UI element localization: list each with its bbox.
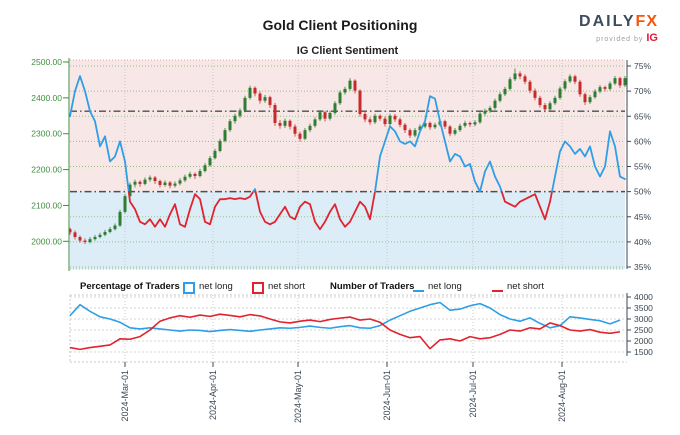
legend-pct-net-long-label: net long xyxy=(199,281,233,292)
price-tick-label: 2000.00 xyxy=(31,236,62,246)
percent-tick-label: 55% xyxy=(634,162,651,172)
date-tick-label: 2024-Aug-01 xyxy=(557,370,567,422)
lower-panel-grid xyxy=(69,294,627,363)
net-long-count-line xyxy=(69,301,621,333)
main-gridlines xyxy=(70,60,625,269)
legend-num-net-short-label: net short xyxy=(507,281,544,292)
percent-tick-label: 75% xyxy=(634,61,651,71)
above-50-shading xyxy=(70,60,625,192)
provided-by-line: provided by IG xyxy=(579,29,658,47)
date-tick-label: 2024-May-01 xyxy=(293,370,303,423)
count-tick-label: 3000 xyxy=(634,314,653,324)
percent-tick-label: 45% xyxy=(634,212,651,222)
percent-tick-label: 40% xyxy=(634,237,651,247)
percent-tick-label: 35% xyxy=(634,262,651,272)
net-short-swatch-icon xyxy=(252,282,264,294)
chart-subtitle: IG Client Sentiment xyxy=(296,45,399,57)
percent-tick-label: 60% xyxy=(634,136,651,146)
net-long-percentage-line xyxy=(69,75,626,231)
legend-item-num-net-long[interactable]: net long xyxy=(413,281,462,293)
below-50-shading xyxy=(70,191,625,269)
count-tick-label: 4000 xyxy=(634,292,653,302)
candlesticks xyxy=(68,68,627,245)
price-tick-label: 2200.00 xyxy=(31,165,62,175)
date-tick-label: 2024-Jul-01 xyxy=(468,370,478,418)
date-tick-label: 2024-Apr-01 xyxy=(208,370,218,420)
legend-num-net-long-label: net long xyxy=(428,281,462,292)
ig-logo-text: IG xyxy=(646,32,658,44)
price-tick-label: 2400.00 xyxy=(31,93,62,103)
count-tick-label: 3500 xyxy=(634,303,653,313)
percent-tick-label: 50% xyxy=(634,187,651,197)
percent-tick-label: 65% xyxy=(634,111,651,121)
date-tick-label: 2024-Mar-01 xyxy=(120,370,130,422)
legend-item-pct-net-long[interactable]: net long xyxy=(183,281,233,294)
percent-tick-label: 70% xyxy=(634,86,651,96)
legend-percentage-of-traders-label: Percentage of Traders xyxy=(80,281,180,292)
dailyfx-logo: DAILYFX provided by IG xyxy=(579,14,658,47)
count-tick-label: 2500 xyxy=(634,325,653,335)
page-title: Gold Client Positioning xyxy=(262,17,418,33)
logo-fx-text: FX xyxy=(635,13,658,30)
legend-number-of-traders-label: Number of Traders xyxy=(330,281,415,292)
price-axis: 2000.00 2100.00 2200.00 2300.00 2400.00 2500.… xyxy=(31,57,70,271)
logo-daily-text: DAILY xyxy=(579,13,636,30)
provided-by-text: provided by xyxy=(596,36,644,43)
date-tick-label: 2024-Jun-01 xyxy=(382,370,392,421)
legend-pct-net-short-label: net short xyxy=(268,281,305,292)
legend-item-num-net-short[interactable]: net short xyxy=(492,281,544,293)
price-tick-label: 2500.00 xyxy=(31,57,62,67)
count-tick-label: 2000 xyxy=(634,336,653,346)
dailyfx-wordmark: DAILYFX xyxy=(579,13,658,30)
price-tick-label: 2100.00 xyxy=(31,200,62,210)
net-long-swatch-icon xyxy=(183,282,195,294)
percent-axis: 35% 40% 45% 50% 55% 60% 65% 70% 75% xyxy=(626,60,651,272)
legend-item-pct-net-short[interactable]: net short xyxy=(252,281,305,294)
net-short-count-line xyxy=(69,313,621,351)
date-axis: 2024-Mar-01 2024-Apr-01 2024-May-01 2024-Ju… xyxy=(120,362,567,423)
net-long-line-icon xyxy=(413,289,424,292)
net-short-line-icon xyxy=(492,289,503,292)
reference-lines xyxy=(70,110,625,193)
price-tick-label: 2300.00 xyxy=(31,129,62,139)
count-tick-label: 1500 xyxy=(634,347,653,357)
